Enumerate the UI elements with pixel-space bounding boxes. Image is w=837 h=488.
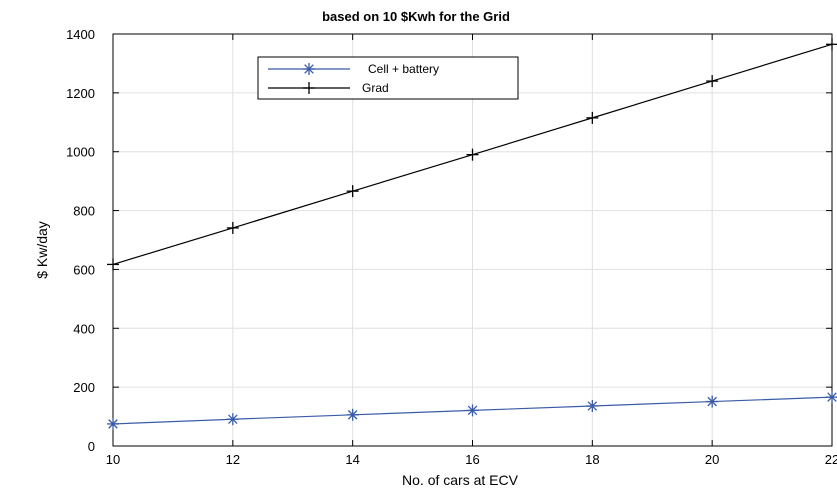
marker-stroke xyxy=(587,401,598,411)
x-tick-label: 12 xyxy=(226,452,240,467)
data-point xyxy=(466,404,479,417)
data-point xyxy=(466,148,479,161)
data-point xyxy=(303,82,315,94)
x-tick-label: 18 xyxy=(585,452,599,467)
grid xyxy=(113,34,832,446)
y-tick-label: 800 xyxy=(73,204,95,219)
legend-label: Cell + battery xyxy=(368,62,439,76)
legend: Cell + battery Grad xyxy=(257,56,519,100)
x-tick-label: 16 xyxy=(465,452,479,467)
x-tick-label: 20 xyxy=(705,452,719,467)
legend-label: Grad xyxy=(362,81,389,95)
y-tick-label: 0 xyxy=(88,439,95,454)
y-tick-label: 1000 xyxy=(66,145,95,160)
data-point xyxy=(826,391,837,404)
series-cell-battery xyxy=(107,391,837,430)
y-tick-label: 1400 xyxy=(66,27,95,42)
legend-box xyxy=(257,56,519,100)
marker-stroke xyxy=(108,419,118,429)
marker-stroke xyxy=(827,392,837,402)
marker-stroke xyxy=(467,405,478,416)
marker-stroke xyxy=(304,64,314,74)
data-point xyxy=(586,111,599,124)
marker-stroke xyxy=(707,396,717,407)
chart-title: based on 10 $Kwh for the Grid xyxy=(322,9,510,24)
x-tick-label: 10 xyxy=(106,452,120,467)
marker-stroke xyxy=(347,410,358,420)
x-tick-label: 22 xyxy=(825,452,837,467)
legend-entry: Cell + battery xyxy=(268,62,439,76)
data-point xyxy=(706,395,719,408)
y-tick-label: 400 xyxy=(73,321,95,336)
data-point xyxy=(586,399,599,412)
data-point xyxy=(226,221,239,234)
data-point xyxy=(706,75,719,88)
data-point xyxy=(107,417,119,430)
data-point xyxy=(226,413,239,426)
y-tick-label: 600 xyxy=(73,262,95,277)
x-tick-label: 14 xyxy=(345,452,359,467)
y-tick-label: 200 xyxy=(73,380,95,395)
data-point xyxy=(346,408,359,421)
series-layer xyxy=(107,38,837,430)
x-axis-label: No. of cars at ECV xyxy=(402,472,519,488)
data-point xyxy=(826,38,837,51)
ticks: 10 12 14 16 18 20 22 0 200 400 600 800 1000 1200 1400 xyxy=(66,27,837,467)
data-point xyxy=(107,258,119,271)
legend-entry: Grad xyxy=(268,81,389,95)
series-grad xyxy=(107,38,837,271)
y-axis-label: $ Kw/day xyxy=(34,221,50,279)
data-point xyxy=(346,185,359,198)
data-point xyxy=(303,63,315,75)
marker-stroke xyxy=(228,414,238,424)
y-tick-label: 1200 xyxy=(66,86,95,101)
